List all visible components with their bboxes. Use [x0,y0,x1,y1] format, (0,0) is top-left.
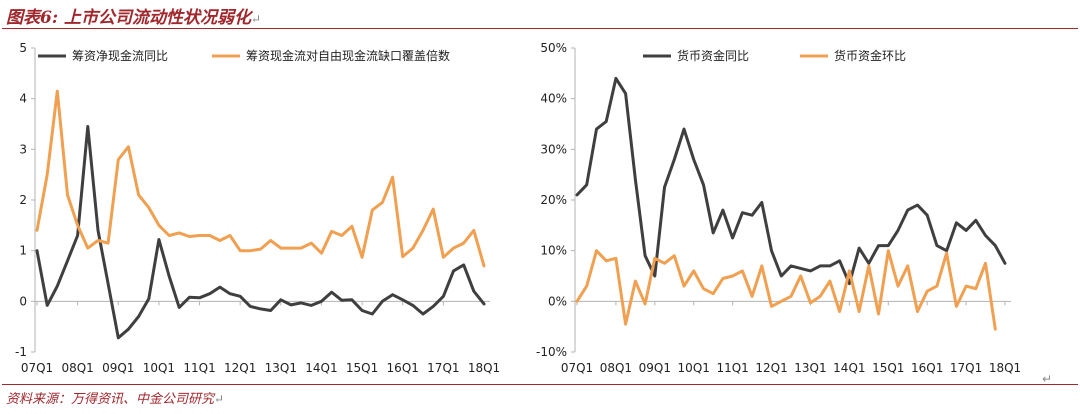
bottom-rule [2,384,1078,385]
x-tick-label: 17Q1 [950,361,982,375]
series-line-2 [35,89,486,268]
y-tick-label: 0% [548,294,567,308]
y-tick-label: 30% [540,142,567,156]
figure-title: 图表6: 上市公司流动性状况弱化↵ [6,8,262,28]
x-tick-label: 11Q1 [716,361,748,375]
x-tick-label: 10Q1 [143,361,175,375]
top-rule [2,28,1078,29]
series-line-1 [575,76,1007,286]
y-tick-label: 5 [19,41,27,55]
x-tick-label: 18Q1 [468,361,500,375]
y-tick-label: -10% [536,345,567,359]
y-tick-label: 2 [19,193,27,207]
y-tick-label: 40% [540,92,567,106]
x-tick-label: 12Q1 [755,361,787,375]
x-tick-label: 18Q1 [989,361,1021,375]
paragraph-mark: ↵ [214,392,225,406]
y-tick-label: 3 [19,142,27,156]
x-tick-label: 15Q1 [346,361,378,375]
x-tick-label: 07Q1 [21,361,53,375]
x-tick-label: 08Q1 [600,361,632,375]
x-tick-label: 09Q1 [639,361,671,375]
funding-cashflow-chart: -1 0 1 2 3 4 5 07Q1 08Q1 09Q1 10Q1 11Q1 12Q1 13Q1 14Q1… [15,41,500,375]
y-tick-label: 4 [19,92,27,106]
x-tick-label: 16Q1 [387,361,419,375]
x-tick-label: 08Q1 [61,361,93,375]
x-tick-label: 17Q1 [427,361,459,375]
cash-balance-chart: -10% 0% 10% 20% 30% 40% 50% 07Q1 08Q1 09Q1 10Q1 11Q… [536,41,1021,375]
x-tick-label: 09Q1 [102,361,134,375]
x-tick-label: 11Q1 [183,361,215,375]
x-tick-label: 12Q1 [224,361,256,375]
x-tick-label: 15Q1 [872,361,904,375]
legend-label-1: 筹资净现金流同比 [72,48,168,63]
x-tick-label: 14Q1 [833,361,865,375]
legend-label-2: 货币资金环比 [834,48,906,63]
x-tick-label: 13Q1 [265,361,297,375]
x-tick-label: 14Q1 [305,361,337,375]
y-tick-label: -1 [15,345,27,359]
legend-label-2: 筹资现金流对自由现金流缺口覆盖倍数 [246,48,450,63]
x-tick-label: 13Q1 [794,361,826,375]
y-tick-label: 50% [540,41,567,55]
paragraph-mark: ↵ [1042,372,1053,386]
x-tick-label: 07Q1 [561,361,593,375]
series-line-1 [35,125,486,340]
legend-label-1: 货币资金同比 [677,48,749,63]
y-tick-label: 1 [19,244,27,258]
source-note: 资料来源：万得资讯、中金公司研究↵ [6,392,225,407]
y-tick-label: 20% [540,193,567,207]
y-tick-label: 10% [540,244,567,258]
y-tick-label: 0 [19,294,27,308]
x-tick-label: 10Q1 [678,361,710,375]
paragraph-mark: ↵ [251,12,262,26]
series-line-2 [575,249,997,331]
x-tick-label: 16Q1 [911,361,943,375]
